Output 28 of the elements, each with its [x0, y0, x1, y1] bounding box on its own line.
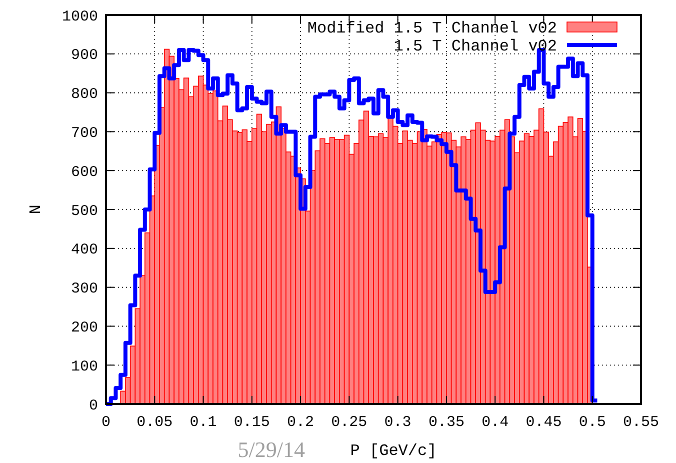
y-tick-label: 1000: [62, 8, 98, 26]
y-tick-label: 900: [70, 47, 98, 64]
y-tick-label: 0: [88, 397, 98, 414]
y-tick-label: 200: [70, 319, 98, 336]
y-tick-label: 700: [70, 124, 98, 142]
text: 5/29/14: [238, 437, 305, 462]
legend-label: Modified 1.5 T Channel v02: [307, 20, 557, 38]
x-tick-label: 0.35: [428, 414, 464, 431]
x-tick-label: 0.4: [482, 414, 509, 431]
x-tick-label: 0.55: [622, 414, 660, 431]
x-tick-label: 0.5: [578, 414, 606, 431]
x-tick-label: 0.1: [190, 414, 217, 431]
y-tick-label: 400: [70, 242, 98, 259]
y-tick-label: 500: [70, 202, 98, 220]
legend-label: 1.5 T Channel v02: [394, 38, 557, 56]
y-tick-label: 100: [70, 358, 98, 376]
x-tick-label: 0.25: [331, 414, 368, 431]
y-axis-title: N: [27, 204, 45, 214]
x-tick-label: 0.3: [384, 414, 412, 431]
y-tick-label: 600: [70, 164, 98, 181]
x-axis-title: P [GeV/c]: [350, 442, 437, 460]
y-tick-label: 300: [70, 280, 98, 298]
x-tick-label: 0.2: [287, 414, 314, 431]
x-tick-label: 0.05: [136, 414, 173, 431]
y-tick-label: 800: [70, 86, 98, 104]
x-tick-label: 0.45: [526, 414, 562, 431]
x-tick-label: 0.15: [234, 414, 270, 431]
x-tick-label: 0: [101, 414, 111, 431]
